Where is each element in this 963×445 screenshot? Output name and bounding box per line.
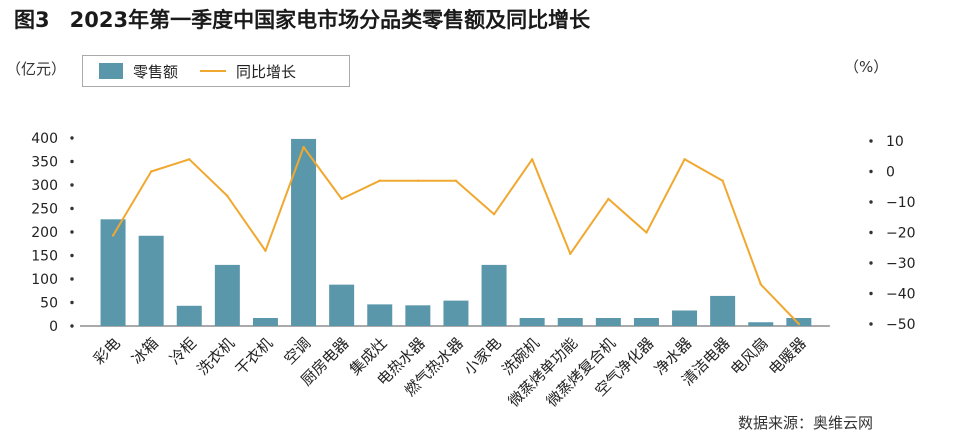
right-tick-mark	[869, 169, 873, 174]
category-label: 干衣机	[232, 334, 277, 379]
category-label: 小家电	[460, 334, 505, 379]
figure-number: 图3	[14, 8, 50, 32]
bar	[710, 295, 736, 326]
right-tick-mark	[869, 139, 873, 143]
left-tick-mark	[70, 136, 74, 140]
category-label: 电暖器	[765, 334, 810, 379]
growth-point	[454, 179, 458, 182]
bar	[786, 318, 812, 326]
right-tick-label: −20	[886, 226, 916, 242]
bar	[329, 284, 355, 326]
bar	[367, 304, 393, 326]
data-source: 数据来源：奥维云网	[738, 414, 874, 432]
bar	[672, 310, 698, 326]
legend-label-line: 同比增长	[236, 62, 297, 81]
right-tick-label: 10	[886, 134, 904, 150]
left-tick-label: 400	[31, 131, 58, 147]
category-label: 彩电	[90, 334, 124, 368]
growth-point	[416, 179, 420, 182]
left-tick-mark	[70, 324, 74, 328]
left-tick-mark	[70, 206, 74, 211]
growth-point	[302, 145, 305, 149]
growth-point	[607, 197, 610, 201]
left-tick-label: 50	[40, 296, 58, 312]
right-tick-mark	[869, 200, 873, 204]
right-axis-unit: （%）	[844, 58, 889, 76]
growth-point	[721, 179, 724, 182]
figure-title: 图3 2023年第一季度中国家电市场分品类零售额及同比增长	[14, 4, 590, 34]
left-tick-label: 300	[31, 178, 58, 194]
left-tick-label: 150	[31, 249, 58, 265]
left-tick-mark	[70, 230, 74, 234]
legend-item-line: 同比增长	[178, 61, 296, 82]
left-tick-label: 200	[31, 225, 58, 241]
legend-label-bar: 零售额	[133, 62, 179, 81]
right-tick-label: 0	[886, 165, 895, 181]
bar	[100, 219, 126, 326]
growth-point	[759, 283, 762, 286]
chart-legend: 零售额 同比增长	[82, 55, 350, 87]
left-axis-unit: （亿元）	[6, 60, 67, 78]
category-label: 电风扇	[727, 334, 772, 379]
right-tick-label: −50	[886, 317, 916, 333]
growth-point	[340, 197, 343, 201]
growth-point	[530, 158, 534, 161]
right-tick-mark	[869, 322, 873, 326]
legend-item-bar: 零售额	[83, 61, 178, 82]
growth-point	[264, 249, 267, 252]
right-tick-label: −10	[886, 195, 916, 211]
bar	[214, 264, 240, 326]
growth-point	[645, 231, 648, 234]
right-tick-mark	[869, 291, 873, 296]
growth-point	[226, 194, 229, 198]
category-label: 空调	[280, 334, 314, 368]
growth-point	[683, 158, 686, 161]
left-tick-mark	[70, 300, 74, 305]
bar	[595, 318, 621, 326]
bar	[291, 138, 317, 326]
growth-point	[149, 170, 153, 173]
left-tick-label: 350	[31, 155, 58, 171]
bar	[138, 235, 164, 326]
right-tick-mark	[869, 261, 873, 265]
left-tick-mark	[70, 277, 74, 281]
bar	[481, 264, 507, 326]
bar	[176, 305, 202, 326]
right-tick-label: −30	[886, 256, 916, 272]
left-tick-mark	[70, 159, 74, 164]
bar	[748, 322, 774, 326]
figure-title-text: 2023年第一季度中国家电市场分品类零售额及同比增长	[69, 8, 591, 32]
bar	[252, 318, 278, 326]
left-tick-label: 0	[49, 319, 58, 335]
bar	[443, 300, 469, 326]
legend-swatch-bar	[99, 63, 123, 79]
left-tick-label: 100	[31, 272, 58, 288]
left-tick-mark	[70, 183, 74, 187]
bar	[405, 305, 431, 326]
growth-point	[492, 213, 496, 216]
bar	[519, 318, 545, 326]
right-tick-label: −40	[886, 287, 916, 303]
bar	[633, 318, 659, 326]
left-tick-mark	[70, 253, 74, 258]
bar	[557, 318, 583, 326]
right-tick-mark	[869, 230, 873, 235]
left-tick-label: 250	[31, 202, 58, 218]
growth-point	[188, 158, 191, 161]
growth-point	[111, 234, 115, 237]
growth-point	[797, 322, 801, 326]
category-label: 冰箱	[128, 334, 162, 368]
category-label: 洗衣机	[194, 334, 239, 379]
growth-point	[378, 179, 381, 182]
legend-swatch-line	[200, 70, 227, 72]
category-label: 冷柜	[166, 334, 200, 368]
growth-point	[569, 252, 572, 256]
